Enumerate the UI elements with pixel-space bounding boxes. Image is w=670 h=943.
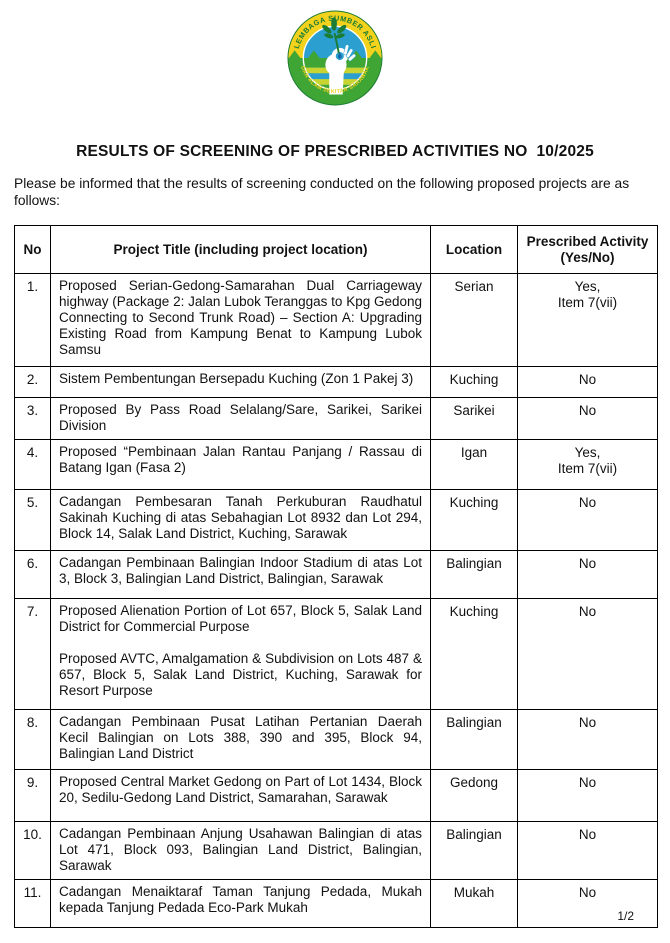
row-no: 11. [14,879,51,928]
project-title-paragraph: Cadangan Pembinaan Anjung Usahawan Balin… [59,826,422,873]
prescribed-activity-line: No [578,827,597,842]
row-location: Gedong [430,769,518,822]
row-location: Kuching [430,366,518,398]
row-project-title: Cadangan Pembinaan Balingian Indoor Stad… [50,550,431,599]
row-project-title: Proposed Central Market Gedong on Part o… [50,769,431,822]
table-row: 5. Cadangan Pembesaran Tanah Perkuburan … [14,489,658,551]
row-location: Serian [430,273,518,367]
row-no: 7. [14,598,51,710]
row-no: 6. [14,550,51,599]
row-project-title: Proposed Serian-Gedong-Samarahan Dual Ca… [50,273,431,367]
row-prescribed: No [517,366,658,398]
page-title: RESULTS OF SCREENING OF PRESCRIBED ACTIV… [76,143,594,160]
intro-paragraph: Please be informed that the results of s… [14,176,630,208]
row-project-title: Cadangan Pembinaan Anjung Usahawan Balin… [50,821,431,880]
row-project-title: Cadangan Menaiktaraf Taman Tanjung Pedad… [50,879,431,928]
logo-outline [287,10,383,106]
project-title-paragraph: Proposed “Pembinaan Jalan Rantau Panjang… [59,444,422,475]
logo-left-peak [288,50,301,58]
row-no: 3. [14,397,51,440]
project-title-paragraph: Proposed Central Market Gedong on Part o… [59,774,422,805]
row-no: 2. [14,366,51,398]
prescribed-activity-line: Item 7(vii) [557,295,618,310]
table-row: 11. Cadangan Menaiktaraf Taman Tanjung P… [14,879,658,928]
row-prescribed: No [517,709,658,770]
row-location: Balingian [430,550,518,599]
prescribed-activity-line: No [578,372,597,387]
row-no: 5. [14,489,51,551]
project-title-paragraph: Cadangan Pembinaan Pusat Latihan Pertani… [59,714,422,761]
row-prescribed: No [517,821,658,880]
table-row: 2. Sistem Pembentungan Bersepadu Kuching… [14,366,658,398]
row-location: Kuching [430,598,518,710]
row-no: 10. [14,821,51,880]
project-title-paragraph: Cadangan Pembesaran Tanah Perkuburan Rau… [59,494,422,541]
table-row: 1. Proposed Serian-Gedong-Samarahan Dual… [14,273,658,367]
header-prescribed-activity: Prescribed Activity (Yes/No) [517,225,658,274]
project-title-paragraph: Proposed Serian-Gedong-Samarahan Dual Ca… [59,278,423,357]
logo-right-peak [369,50,382,58]
row-project-title: Proposed “Pembinaan Jalan Rantau Panjang… [50,439,431,490]
row-location: Mukah [430,879,518,928]
table-header-row: No Project Title (including project loca… [14,225,658,274]
table-row: 4. Proposed “Pembinaan Jalan Rantau Panj… [14,439,658,490]
row-no: 9. [14,769,51,822]
prescribed-activity-line: No [578,885,597,900]
prescribed-activity-line: No [578,715,597,730]
project-title-paragraph: Sistem Pembentungan Bersepadu Kuching (Z… [59,371,414,386]
table-row: 7. Proposed Alienation Portion of Lot 65… [14,598,658,710]
row-prescribed: No [517,489,658,551]
row-location: Kuching [430,489,518,551]
header-no: No [14,225,51,274]
agency-logo-icon: LEMBAGA SUMBER ASLI DAN ALAM SEKITAR SAR… [287,10,383,106]
row-no: 4. [14,439,51,490]
results-table-body: 1. Proposed Serian-Gedong-Samarahan Dual… [14,273,658,928]
prescribed-activity-line: No [578,495,597,510]
prescribed-activity-line: Item 7(vii) [557,461,618,476]
row-project-title: Cadangan Pembinaan Pusat Latihan Pertani… [50,709,431,770]
row-prescribed: No [517,598,658,710]
row-location: Balingian [430,709,518,770]
prescribed-activity-line: Yes, [574,279,601,294]
project-title-paragraph: Cadangan Menaiktaraf Taman Tanjung Pedad… [59,884,422,915]
prescribed-activity-line: No [578,775,597,790]
project-title-paragraph: Proposed By Pass Road Selalang/Sare, Sar… [59,402,422,433]
prescribed-activity-line: Yes, [574,445,601,460]
row-project-title: Proposed By Pass Road Selalang/Sare, Sar… [50,397,431,440]
row-prescribed: No [517,397,658,440]
project-title-paragraph: Proposed AVTC, Amalgamation & Subdivisio… [59,651,422,698]
row-prescribed: Yes, Item 7(vii) [517,439,658,490]
row-no: 1. [14,273,51,367]
row-location: Igan [430,439,518,490]
row-project-title: Proposed Alienation Portion of Lot 657, … [50,598,431,710]
row-prescribed: Yes, Item 7(vii) [517,273,658,367]
table-row: 10. Cadangan Pembinaan Anjung Usahawan B… [14,821,658,880]
agency-logo: LEMBAGA SUMBER ASLI DAN ALAM SEKITAR SAR… [287,10,383,106]
results-table: No Project Title (including project loca… [14,225,658,928]
prescribed-activity-line: No [578,556,597,571]
row-project-title: Sistem Pembentungan Bersepadu Kuching (Z… [50,366,431,398]
row-project-title: Cadangan Pembesaran Tanah Perkuburan Rau… [50,489,431,551]
table-row: 6. Cadangan Pembinaan Balingian Indoor S… [14,550,658,599]
project-title-paragraph: Proposed Alienation Portion of Lot 657, … [59,603,422,634]
row-no: 8. [14,709,51,770]
header-project-title: Project Title (including project locatio… [50,225,431,274]
row-prescribed: No [517,879,658,928]
row-location: Balingian [430,821,518,880]
page-number: 1/2 [617,909,634,923]
prescribed-activity-line: No [578,403,597,418]
table-row: 9. Proposed Central Market Gedong on Par… [14,769,658,822]
row-prescribed: No [517,550,658,599]
table-row: 8. Cadangan Pembinaan Pusat Latihan Pert… [14,709,658,770]
row-location: Sarikei [430,397,518,440]
header-location: Location [430,225,518,274]
hand-seedling-icon [322,17,356,95]
table-row: 3. Proposed By Pass Road Selalang/Sare, … [14,397,658,440]
row-prescribed: No [517,769,658,822]
project-title-paragraph: Cadangan Pembinaan Balingian Indoor Stad… [59,555,422,586]
prescribed-activity-line: No [578,604,597,619]
